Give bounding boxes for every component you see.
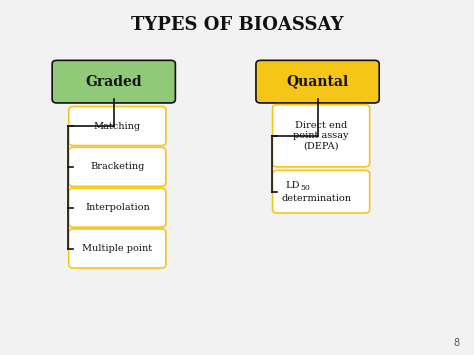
Text: 8: 8 (454, 338, 460, 348)
FancyBboxPatch shape (69, 147, 166, 186)
FancyBboxPatch shape (273, 105, 370, 167)
Text: Quantal: Quantal (286, 75, 349, 89)
FancyBboxPatch shape (69, 106, 166, 146)
Text: determination: determination (282, 194, 351, 203)
FancyBboxPatch shape (69, 188, 166, 227)
FancyBboxPatch shape (69, 229, 166, 268)
Text: Interpolation: Interpolation (85, 203, 150, 212)
Text: Multiple point: Multiple point (82, 244, 152, 253)
Text: Direct end
point assay
(DEPA): Direct end point assay (DEPA) (293, 121, 349, 151)
FancyBboxPatch shape (256, 60, 379, 103)
Text: 50: 50 (300, 184, 310, 192)
FancyBboxPatch shape (52, 60, 175, 103)
Text: Bracketing: Bracketing (90, 162, 145, 171)
FancyBboxPatch shape (273, 170, 370, 213)
Text: Matching: Matching (94, 121, 141, 131)
Text: Graded: Graded (85, 75, 142, 89)
Text: LD: LD (285, 181, 300, 190)
Text: TYPES OF BIOASSAY: TYPES OF BIOASSAY (131, 16, 343, 34)
